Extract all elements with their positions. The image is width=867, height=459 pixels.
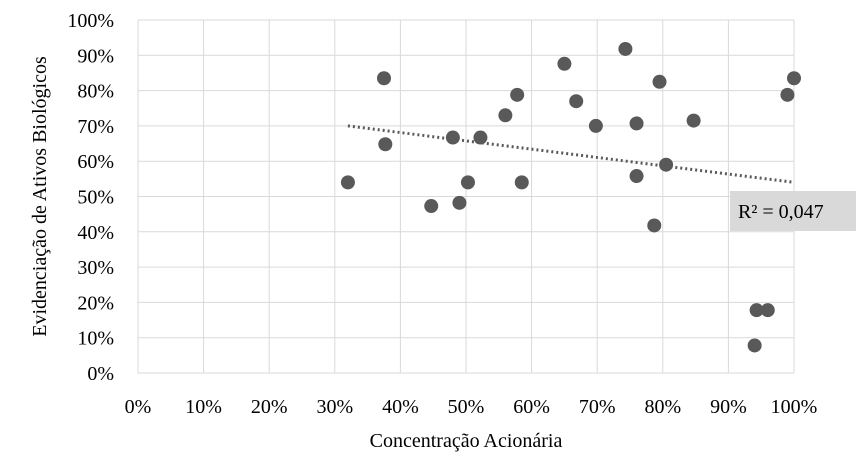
data-point <box>340 175 355 190</box>
x-tick-label: 60% <box>513 396 550 418</box>
x-tick-label: 20% <box>251 396 288 418</box>
data-points <box>340 41 801 353</box>
data-point <box>618 41 633 56</box>
data-point <box>569 94 584 109</box>
data-point <box>629 169 644 184</box>
data-point <box>749 303 764 318</box>
data-point <box>747 338 762 353</box>
data-point <box>452 195 467 210</box>
r2-label-box: R² = 0,047 <box>730 191 856 231</box>
y-tick-label: 90% <box>77 45 114 67</box>
data-point <box>629 116 644 131</box>
data-point <box>557 56 572 71</box>
data-point <box>787 71 801 86</box>
x-tick-label: 90% <box>710 396 747 418</box>
x-tick-label: 100% <box>771 396 818 418</box>
data-point <box>460 175 475 190</box>
x-axis-title: Concentração Acionária <box>370 430 563 452</box>
data-point <box>377 71 391 86</box>
data-point <box>659 157 674 172</box>
grid-lines <box>137 19 795 374</box>
data-point <box>780 87 795 102</box>
y-tick-label: 10% <box>77 328 114 350</box>
y-tick-label: 30% <box>77 257 114 279</box>
r2-label-background <box>730 191 856 231</box>
y-tick-label: 40% <box>77 222 114 244</box>
y-tick-label: 20% <box>77 292 114 314</box>
data-point <box>652 74 667 89</box>
data-point <box>514 175 529 190</box>
x-tick-label: 80% <box>644 396 681 418</box>
y-tick-label: 0% <box>87 363 114 385</box>
data-point <box>588 118 603 133</box>
trendline <box>347 124 795 184</box>
x-tick-label: 10% <box>185 396 222 418</box>
data-point <box>498 108 513 123</box>
data-point <box>647 218 662 233</box>
y-tick-label: 100% <box>67 10 114 32</box>
y-tick-label: 50% <box>77 187 114 209</box>
y-tick-label: 60% <box>77 151 114 173</box>
y-tick-label: 70% <box>77 116 114 138</box>
data-point <box>378 137 393 152</box>
data-point <box>510 87 525 102</box>
x-tick-label: 0% <box>125 396 152 418</box>
y-axis-ticks: 0% 10% 20% 30% 40% 50% 60% 70% 80% 90% 100% <box>67 10 114 385</box>
x-tick-label: 70% <box>579 396 616 418</box>
data-point <box>424 199 439 214</box>
r2-label: R² = 0,047 <box>738 201 824 223</box>
data-point <box>445 130 460 145</box>
data-point <box>473 130 488 145</box>
data-point <box>760 303 775 318</box>
x-axis-ticks: 0% 10% 20% 30% 40% 50% 60% 70% 80% 90% 100% <box>125 396 818 418</box>
y-tick-label: 80% <box>77 81 114 103</box>
x-tick-label: 30% <box>316 396 353 418</box>
x-tick-label: 50% <box>448 396 485 418</box>
x-tick-label: 40% <box>382 396 419 418</box>
y-axis-title: Evidenciação de Ativos Biológicos <box>29 56 51 337</box>
data-point <box>686 113 701 128</box>
